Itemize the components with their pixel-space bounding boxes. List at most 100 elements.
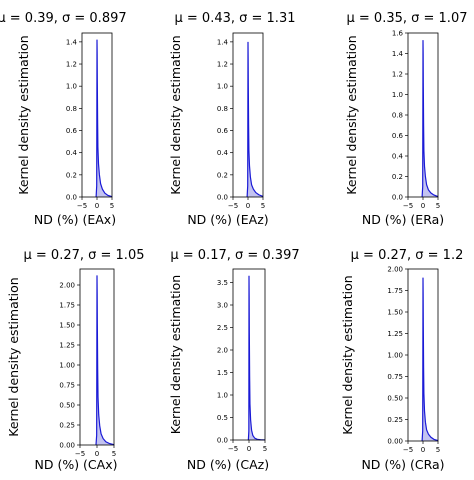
chart-panel-1: μ = 0.39, σ = 0.897 Kernel density estima… (0, 11, 127, 227)
y-tick-label: 0.5 (217, 414, 228, 422)
y-tick-label: 2.00 (59, 282, 75, 290)
x-tick-label: 5 (110, 202, 114, 210)
y-tick-label: 0.50 (59, 402, 75, 410)
density-area (248, 275, 265, 440)
density-area (422, 40, 438, 198)
y-tick-label: 0.6 (66, 127, 78, 135)
x-tick-label: 0 (247, 445, 251, 453)
x-tick-label: 0 (421, 446, 425, 454)
y-tick-label: 1.50 (387, 309, 403, 317)
y-tick-label: 1.00 (59, 362, 75, 370)
y-axis-label: Kernel density estimation (340, 275, 355, 434)
x-tick-label: −5 (228, 445, 238, 453)
y-tick-label: 0.2 (66, 171, 77, 179)
density-area (422, 277, 438, 441)
chart-panel-2: μ = 0.43, σ = 1.31 Kernel density estimat… (168, 11, 295, 227)
y-tick-label: 0.75 (59, 382, 75, 390)
x-axis-label: ND (%) (CRa) (361, 457, 444, 472)
y-tick-label: 1.2 (392, 71, 403, 79)
density-area (95, 275, 114, 445)
y-tick-label: 0.00 (59, 442, 75, 450)
y-tick-label: 0.4 (66, 149, 78, 157)
density-area (247, 41, 263, 197)
x-tick-label: 5 (263, 445, 267, 453)
y-tick-label: 0.25 (387, 416, 403, 424)
y-tick-label: 1.6 (392, 30, 404, 38)
y-tick-label: 1.00 (387, 352, 403, 360)
y-tick-label: 1.25 (59, 342, 75, 350)
x-tick-label: 5 (261, 202, 265, 210)
y-tick-label: 1.25 (387, 330, 403, 338)
density-line (421, 40, 439, 198)
y-tick-label: 2.00 (387, 266, 403, 274)
density-area (96, 39, 112, 198)
y-tick-label: 1.0 (392, 91, 403, 99)
x-tick-label: −5 (228, 202, 238, 210)
y-axis-label: Kernel density estimation (6, 277, 21, 436)
y-tick-label: 0.0 (392, 194, 403, 202)
y-tick-label: 1.0 (66, 83, 77, 91)
x-tick-label: 0 (95, 202, 99, 210)
x-tick-label: 0 (421, 202, 425, 210)
y-tick-label: 0.0 (217, 194, 228, 202)
x-axis-label: ND (%) (ERa) (362, 212, 444, 227)
x-tick-label: −5 (75, 450, 85, 458)
y-tick-label: 0.4 (392, 153, 404, 161)
y-tick-label: 1.2 (217, 61, 228, 69)
y-tick-label: 0.2 (217, 171, 228, 179)
chart-title: μ = 0.39, σ = 0.897 (0, 11, 127, 26)
x-tick-label: −5 (403, 446, 413, 454)
chart-title: μ = 0.43, σ = 1.31 (175, 11, 296, 26)
chart-title: μ = 0.27, σ = 1.2 (351, 248, 464, 263)
y-tick-label: 0.4 (217, 149, 229, 157)
chart-panel-3: μ = 0.35, σ = 1.07 Kernel density estimat… (344, 11, 467, 227)
chart-panel-6: μ = 0.27, σ = 1.2 Kernel density estimati… (340, 248, 463, 472)
density-line (95, 275, 115, 446)
y-tick-label: 0.0 (217, 437, 228, 445)
y-axis-label: Kernel density estimation (344, 35, 359, 194)
x-axis-label: ND (%) (CAz) (187, 457, 269, 472)
density-line (246, 41, 264, 198)
y-tick-label: 1.4 (66, 38, 78, 46)
x-tick-label: 0 (246, 202, 250, 210)
density-line (95, 39, 113, 198)
y-tick-label: 0.00 (387, 438, 403, 446)
x-tick-label: −5 (403, 202, 413, 210)
y-tick-label: 0.25 (59, 422, 75, 430)
y-tick-label: 1.75 (59, 302, 75, 310)
y-axis-label: Kernel density estimation (168, 275, 183, 434)
density-line (421, 277, 439, 442)
y-axis-label: Kernel density estimation (168, 35, 183, 194)
density-line (247, 275, 266, 441)
y-tick-label: 1.4 (217, 38, 229, 46)
y-axis-label: Kernel density estimation (16, 35, 31, 194)
y-tick-label: 2.5 (217, 324, 228, 332)
y-tick-label: 1.50 (59, 322, 75, 330)
y-tick-label: 1.75 (387, 287, 403, 295)
chart-title: μ = 0.35, σ = 1.07 (347, 11, 468, 26)
y-tick-label: 1.2 (66, 61, 77, 69)
x-tick-label: −5 (77, 202, 87, 210)
x-axis-label: ND (%) (EAx) (34, 212, 116, 227)
y-tick-label: 0.6 (392, 132, 404, 140)
y-tick-label: 0.8 (392, 112, 403, 120)
y-tick-label: 0.6 (217, 127, 229, 135)
chart-title: μ = 0.17, σ = 0.397 (170, 248, 299, 263)
x-tick-label: 5 (436, 202, 440, 210)
x-axis-label: ND (%) (EAz) (187, 212, 268, 227)
y-tick-label: 1.5 (217, 369, 228, 377)
y-tick-label: 1.0 (217, 83, 228, 91)
y-tick-label: 0.2 (392, 173, 403, 181)
y-tick-label: 2.0 (217, 347, 228, 355)
chart-panel-5: μ = 0.17, σ = 0.397 Kernel density estima… (168, 248, 300, 472)
y-tick-label: 1.4 (392, 50, 404, 58)
y-tick-label: 0.8 (217, 105, 228, 113)
chart-title: μ = 0.27, σ = 1.05 (24, 248, 145, 263)
x-tick-label: 5 (436, 446, 440, 454)
x-tick-label: 0 (95, 450, 99, 458)
y-tick-label: 1.0 (217, 392, 228, 400)
y-tick-label: 3.0 (217, 302, 228, 310)
x-axis-label: ND (%) (CAx) (35, 457, 118, 472)
